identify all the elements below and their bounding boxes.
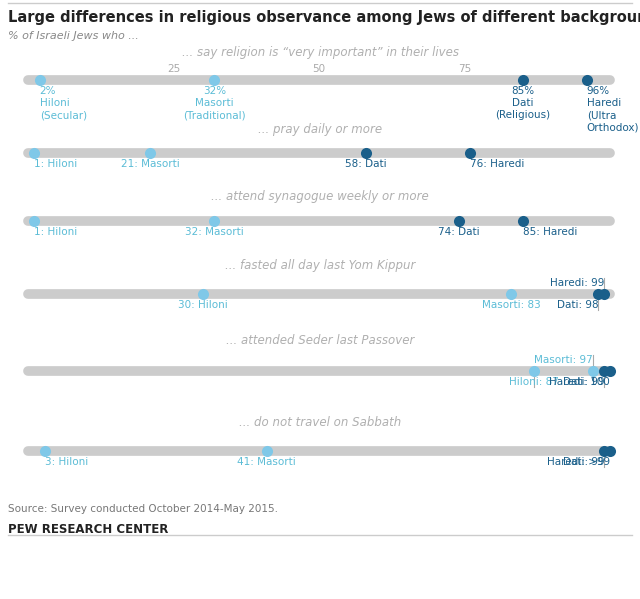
- Text: 50: 50: [312, 64, 326, 74]
- Text: 32: Masorti: 32: Masorti: [185, 227, 244, 237]
- Text: Dati: 99: Dati: 99: [563, 377, 604, 387]
- Text: ... attend synagogue weekly or more: ... attend synagogue weekly or more: [211, 190, 429, 203]
- Text: 75: 75: [458, 64, 471, 74]
- Text: 96%
Haredi
(Ultra
Orthodox): 96% Haredi (Ultra Orthodox): [587, 86, 639, 132]
- Text: 41: Masorti: 41: Masorti: [237, 457, 296, 467]
- Text: % of Israeli Jews who ...: % of Israeli Jews who ...: [8, 31, 139, 41]
- Text: Dati: 98: Dati: 98: [557, 300, 598, 310]
- Text: 85%
Dati
(Religious): 85% Dati (Religious): [495, 86, 550, 120]
- Text: 58: Dati: 58: Dati: [345, 159, 387, 169]
- Text: Haredi: >99: Haredi: >99: [547, 457, 610, 467]
- Text: Haredi: 100: Haredi: 100: [549, 377, 610, 387]
- Text: PEW RESEARCH CENTER: PEW RESEARCH CENTER: [8, 523, 168, 536]
- Text: ... do not travel on Sabbath: ... do not travel on Sabbath: [239, 416, 401, 429]
- Text: Source: Survey conducted October 2014-May 2015.: Source: Survey conducted October 2014-Ma…: [8, 504, 278, 514]
- Text: 25: 25: [167, 64, 180, 74]
- Text: 21: Masorti: 21: Masorti: [121, 159, 180, 169]
- Text: 1: Hiloni: 1: Hiloni: [34, 159, 77, 169]
- Text: ... pray daily or more: ... pray daily or more: [258, 123, 382, 136]
- Text: 76: Haredi: 76: Haredi: [470, 159, 525, 169]
- Text: 32%
Masorti
(Traditional): 32% Masorti (Traditional): [183, 86, 246, 120]
- Text: 30: Hiloni: 30: Hiloni: [178, 300, 227, 310]
- Text: Haredi: 99: Haredi: 99: [550, 278, 604, 288]
- Text: 1: Hiloni: 1: Hiloni: [34, 227, 77, 237]
- Text: Masorti: 97: Masorti: 97: [534, 355, 593, 365]
- Text: ... say religion is “very important” in their lives: ... say religion is “very important” in …: [182, 46, 458, 59]
- Text: ... fasted all day last Yom Kippur: ... fasted all day last Yom Kippur: [225, 259, 415, 272]
- Text: Dati: 99: Dati: 99: [563, 457, 604, 467]
- Text: 2%
Hiloni
(Secular): 2% Hiloni (Secular): [40, 86, 87, 120]
- Text: ... attended Seder last Passover: ... attended Seder last Passover: [226, 334, 414, 347]
- Text: 85: Haredi: 85: Haredi: [523, 227, 577, 237]
- Text: 74: Dati: 74: Dati: [438, 227, 479, 237]
- Text: Hiloni: 87: Hiloni: 87: [509, 377, 559, 387]
- Text: Masorti: 83: Masorti: 83: [482, 300, 540, 310]
- Text: 3: Hiloni: 3: Hiloni: [45, 457, 89, 467]
- Text: Large differences in religious observance among Jews of different backgrounds: Large differences in religious observanc…: [8, 10, 640, 25]
